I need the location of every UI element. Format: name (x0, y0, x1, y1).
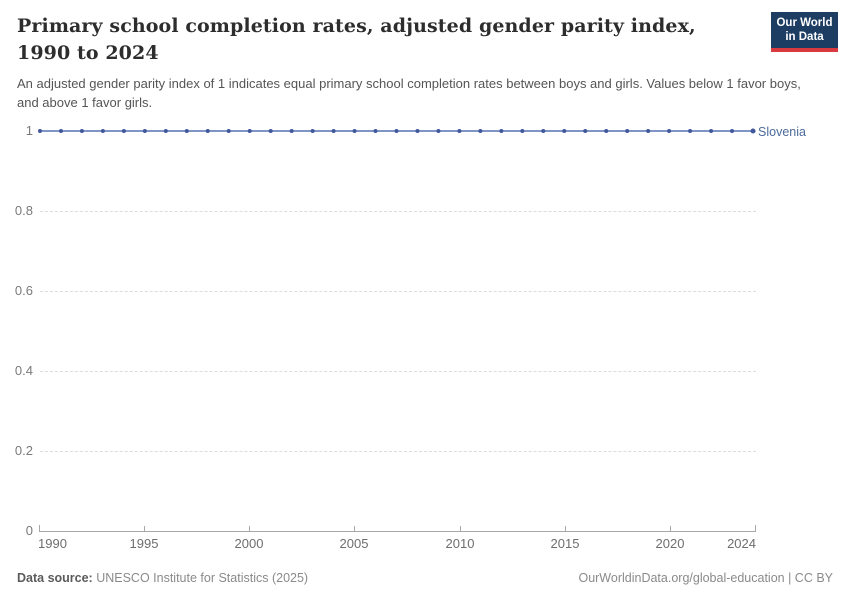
owid-logo-line1: Our World (776, 17, 833, 29)
x-tick-label-2010: 2010 (445, 536, 475, 551)
x-axis-line (39, 531, 756, 532)
gridline-0-6 (40, 291, 756, 292)
gridline-0-8 (40, 211, 756, 212)
chart-footer: Data source: UNESCO Institute for Statis… (17, 570, 833, 586)
x-tick-mark-1995 (144, 526, 145, 531)
gridline-0-4 (40, 371, 756, 372)
x-tick-label-2000: 2000 (234, 536, 264, 551)
x-tick-label-1990: 1990 (38, 536, 67, 551)
chart-subtitle: An adjusted gender parity index of 1 ind… (17, 76, 801, 110)
x-tick-mark-1990 (39, 525, 40, 531)
owid-logo-line2: in Data (785, 30, 824, 43)
gridline-0-2 (40, 451, 756, 452)
series-label-slovenia[interactable]: Slovenia (758, 125, 806, 139)
x-tick-mark-2005 (354, 526, 355, 531)
y-tick-label-0-4: 0.4 (14, 363, 33, 378)
x-tick-mark-2020 (670, 526, 671, 531)
y-tick-label-0-6: 0.6 (14, 283, 33, 298)
x-tick-label-2024: 2024 (727, 536, 756, 551)
data-source-label: Data source: (17, 571, 93, 585)
x-tick-mark-2000 (249, 526, 250, 531)
owid-attribution-link[interactable]: OurWorldinData.org/global-education | CC… (578, 571, 833, 585)
y-tick-label-0-2: 0.2 (14, 443, 33, 458)
data-source-text: UNESCO Institute for Statistics (2025) (92, 571, 309, 585)
x-tick-label-2015: 2015 (550, 536, 580, 551)
gridline-1 (40, 131, 756, 132)
chart-title: Primary school completion rates, adjuste… (17, 15, 696, 64)
x-tick-label-2005: 2005 (339, 536, 369, 551)
x-tick-mark-2015 (565, 526, 566, 531)
y-tick-label-0-8: 0.8 (14, 203, 33, 218)
x-tick-mark-2024 (755, 525, 756, 531)
x-tick-mark-2010 (460, 526, 461, 531)
x-tick-label-2020: 2020 (655, 536, 685, 551)
owid-logo: Our World in Data (771, 12, 838, 52)
data-source-note: Data source: UNESCO Institute for Statis… (17, 570, 308, 586)
x-tick-label-1995: 1995 (129, 536, 159, 551)
y-tick-label-0: 0 (25, 523, 33, 538)
y-tick-label-1: 1 (25, 123, 33, 138)
